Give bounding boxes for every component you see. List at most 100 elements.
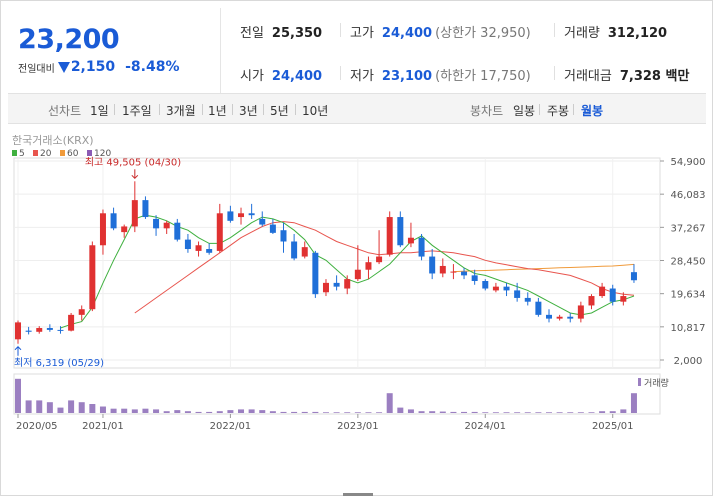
candle — [535, 301, 542, 315]
volume-bar — [184, 411, 191, 413]
volume-bar — [461, 411, 468, 413]
candle — [429, 256, 436, 274]
volume-bar — [216, 411, 223, 413]
diff-percent: -8.48% — [125, 59, 180, 75]
y-tick-label: 28,450 — [671, 257, 706, 268]
y-tick-label: 2,000 — [674, 356, 703, 367]
volume: 거래량 312,120 — [564, 26, 668, 41]
tab-weekly[interactable]: 주봉 — [547, 104, 570, 118]
legend-swatch — [60, 150, 65, 156]
candle — [503, 286, 510, 291]
volume-bar — [556, 412, 563, 413]
legend-label: 5 — [19, 149, 25, 159]
volume-bar — [163, 411, 170, 413]
volume-bar — [577, 412, 584, 413]
ma-lines — [60, 214, 635, 329]
tab-3m[interactable]: 3개월 — [166, 104, 196, 118]
volume-bar — [429, 411, 436, 413]
prev-close: 전일 25,350 — [240, 26, 323, 41]
candle — [482, 281, 489, 289]
volume-bar — [46, 402, 53, 413]
tab-10y[interactable]: 10년 — [302, 104, 329, 118]
stock-chart: 한국거래소(KRX) 5 20 60 120 54,900 46,083 37,267 28… — [12, 134, 706, 432]
candle — [174, 222, 181, 240]
candle — [492, 286, 499, 291]
volume-bar — [153, 409, 160, 413]
legend-label: 20 — [40, 149, 52, 159]
scroll-handle[interactable] — [343, 493, 373, 496]
tab-daily[interactable]: 일봉 — [513, 104, 536, 118]
volume-bar — [25, 400, 32, 413]
volume-bar — [344, 412, 351, 413]
candle — [68, 314, 75, 331]
current-price: 23,200 — [18, 24, 120, 55]
candle — [216, 213, 223, 251]
tab-1y[interactable]: 1년 — [208, 104, 227, 118]
period-tab-bar: 선차트 1일 1주일 3개월 1년 3년 5년 10년 봉차트 일봉 주봉 월봉 — [8, 93, 706, 124]
candle — [514, 290, 521, 298]
candle — [630, 272, 637, 281]
tab-1d[interactable]: 1일 — [90, 104, 109, 118]
candle — [546, 314, 552, 319]
volume-bar — [99, 406, 106, 413]
volume-bar — [174, 410, 181, 413]
tab-1w[interactable]: 1주일 — [122, 104, 152, 118]
x-tick-label: 2020/05 — [16, 421, 58, 432]
low-price: 저가 23,100 (하한가 17,750) — [350, 69, 531, 84]
x-tick-label: 2023/01 — [337, 421, 379, 432]
candle — [184, 239, 191, 250]
volume-bar — [471, 411, 478, 413]
volume-bar — [301, 411, 308, 413]
candles — [15, 181, 637, 344]
line-chart-title: 선차트 — [48, 104, 82, 118]
high-annotation: 최고 49,505 (04/30) — [85, 156, 181, 168]
candle — [301, 247, 308, 257]
volume-bar — [630, 393, 637, 413]
ma20-line — [134, 221, 635, 314]
candle — [259, 218, 266, 225]
volume-bar — [121, 408, 128, 413]
candle — [89, 245, 96, 310]
volume-plot-area — [13, 373, 661, 415]
candle — [248, 213, 255, 216]
divider — [340, 66, 341, 80]
price-plot-area — [13, 157, 661, 369]
tab-3y[interactable]: 3년 — [239, 104, 258, 118]
candle — [238, 213, 245, 218]
candle — [418, 237, 425, 257]
tab-monthly[interactable]: 월봉 — [581, 104, 604, 118]
candle — [439, 265, 446, 274]
candle — [142, 200, 149, 218]
candle — [588, 296, 595, 306]
price-change: 전일대비 2,150 -8.48% — [18, 59, 180, 75]
volume-bar — [227, 410, 234, 413]
candle — [354, 269, 361, 280]
volume-bar — [609, 411, 616, 413]
grid — [14, 158, 660, 368]
low-arrow-icon — [14, 346, 22, 351]
price-summary: 23,200 전일대비 2,150 -8.48% — [8, 8, 221, 93]
candle — [397, 217, 404, 246]
diff-value: 2,150 — [70, 59, 116, 75]
ma-legend: 5 20 60 120 — [12, 149, 111, 159]
legend-label: 120 — [94, 149, 111, 159]
divider — [554, 66, 555, 80]
candle — [322, 282, 329, 293]
candle — [599, 286, 606, 297]
down-arrow-icon — [57, 61, 70, 73]
volume-bar — [397, 407, 404, 413]
volume-bar — [322, 412, 329, 413]
volume-bar — [110, 408, 117, 413]
volume-bar — [535, 412, 542, 413]
diff-label: 전일대비 — [18, 63, 55, 75]
x-tick-label: 2024/01 — [465, 421, 507, 432]
candle — [280, 230, 287, 242]
candle — [609, 288, 616, 302]
volume-bar — [78, 402, 85, 413]
volume-bar — [439, 411, 446, 413]
tab-5y[interactable]: 5년 — [270, 104, 289, 118]
legend-swatch — [87, 150, 92, 156]
candle — [227, 211, 234, 221]
volume-bar — [238, 409, 245, 413]
candle — [121, 226, 128, 233]
